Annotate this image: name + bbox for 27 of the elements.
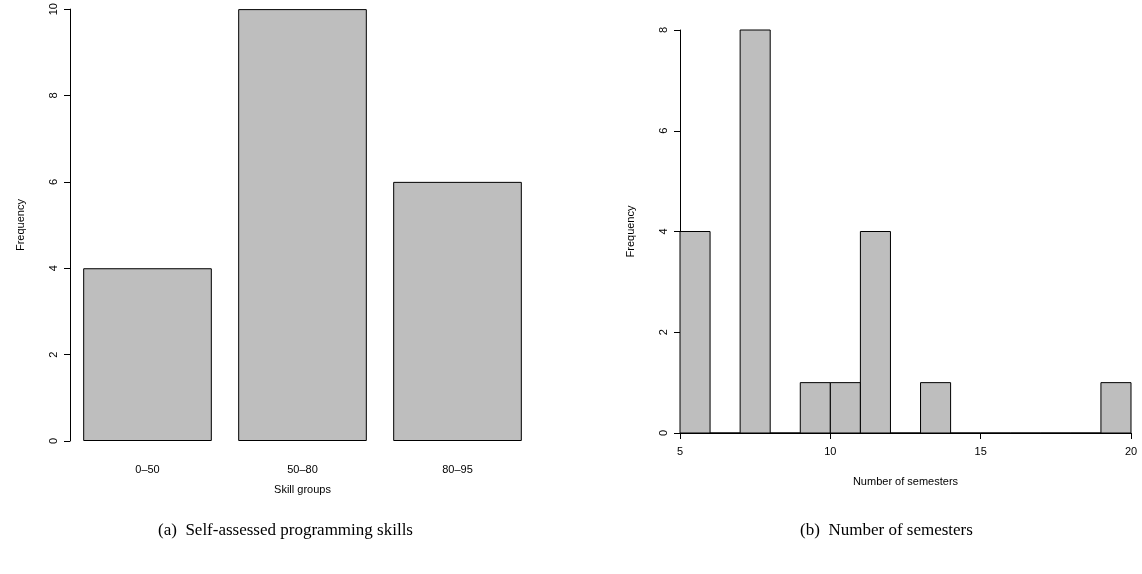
- x-axis-title: Number of semesters: [852, 474, 959, 487]
- text: (a) Self-assessed programming skills: [157, 520, 414, 540]
- y-tick-label: 10: [46, 2, 59, 16]
- text: (b) Number of semesters: [799, 520, 974, 540]
- y-tick-label: 6: [46, 178, 59, 185]
- x-tick-label: 15: [974, 444, 987, 457]
- x-tick-label: 0–50: [135, 462, 160, 475]
- y-tick-label: 2: [656, 329, 669, 336]
- y-tick-label: 0: [46, 437, 59, 445]
- bar: [83, 268, 212, 441]
- y-tick-label: 4: [46, 265, 59, 272]
- x-tick-label: 5: [676, 444, 684, 457]
- y-tick-label: 2: [46, 351, 59, 358]
- y-axis-title: Frequency: [623, 205, 636, 258]
- x-tick-label: 80–95: [442, 462, 473, 475]
- x-tick-label: 50–80: [287, 462, 318, 475]
- bar: [393, 181, 522, 441]
- x-axis-title: Skill groups: [274, 482, 332, 495]
- bar: [238, 9, 367, 441]
- y-tick-label: 6: [656, 127, 669, 134]
- y-tick-label: 0: [656, 429, 669, 437]
- y-tick-label: 4: [656, 228, 669, 235]
- y-axis-title: Frequency: [13, 198, 26, 252]
- y-tick-label: 8: [656, 26, 669, 34]
- x-tick-label: 10: [824, 444, 837, 457]
- y-tick-label: 8: [46, 92, 59, 99]
- x-tick-label: 20: [1124, 444, 1138, 457]
